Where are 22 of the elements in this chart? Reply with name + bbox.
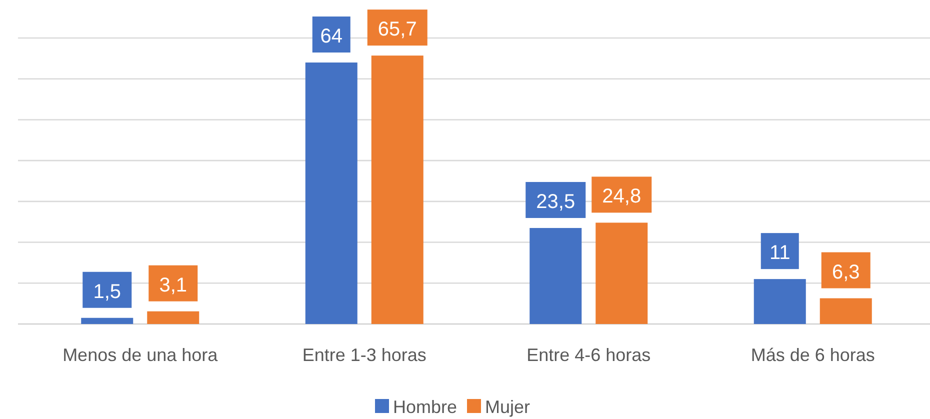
bar — [305, 62, 358, 324]
data-label: 6,3 — [832, 261, 860, 284]
bar — [371, 56, 424, 324]
data-label: 65,7 — [378, 18, 417, 41]
legend-label: Hombre — [393, 397, 458, 417]
x-tick-label: Más de 6 horas — [750, 345, 875, 365]
x-tick-label: Entre 1-3 horas — [302, 345, 426, 365]
bar — [596, 222, 648, 324]
data-label: 1,5 — [93, 280, 122, 303]
x-tick-label: Entre 4-6 horas — [526, 345, 651, 365]
bar — [754, 279, 806, 324]
bar — [81, 318, 134, 324]
legend-label: Mujer — [485, 397, 530, 417]
data-label: 24,8 — [602, 186, 642, 208]
data-label: 64 — [320, 26, 342, 48]
bar — [147, 311, 200, 324]
bar — [530, 228, 582, 324]
data-label: 3,1 — [159, 274, 188, 296]
data-label: 23,5 — [536, 190, 576, 213]
x-tick-label: Menos de una hora — [62, 345, 219, 365]
data-label: 11 — [769, 242, 790, 264]
bar — [820, 298, 872, 324]
